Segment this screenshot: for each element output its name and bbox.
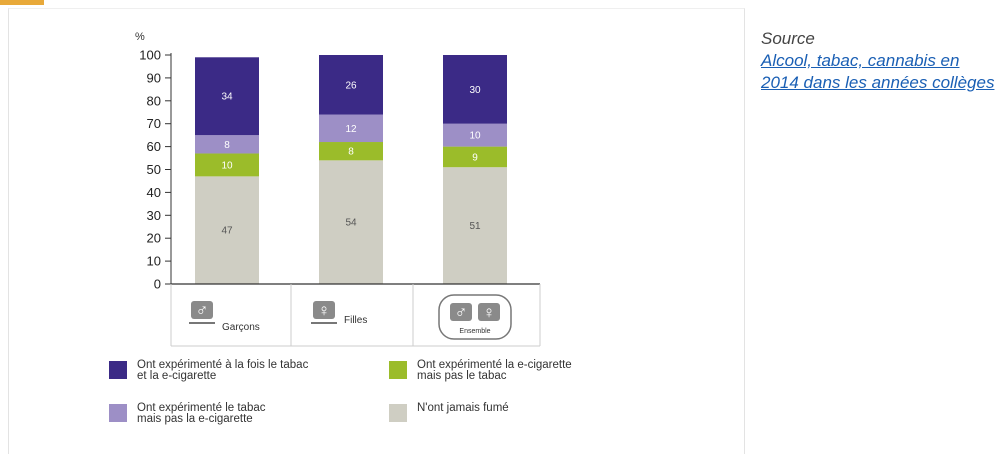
source-link[interactable]: Alcool, tabac, cannabis en 2014 dans les…	[761, 51, 995, 92]
data-label: 12	[345, 124, 357, 135]
male-symbol-icon: ♂	[196, 301, 209, 320]
data-label: 30	[469, 85, 481, 96]
legend-item-never-smoked: N'ont jamais fumé	[389, 402, 617, 422]
y-tick-label: 40	[147, 185, 161, 200]
symbol-box	[313, 301, 335, 319]
bar-segment	[443, 167, 507, 284]
bar-segment	[195, 135, 259, 154]
bar-segment	[195, 153, 259, 177]
bar-segment	[319, 142, 383, 161]
y-tick-label: 10	[147, 254, 161, 269]
ensemble-outline	[438, 294, 512, 340]
bar-segment	[319, 114, 383, 143]
bar-segment	[443, 146, 507, 168]
bar-segment	[319, 160, 383, 284]
y-axis: 0 10 20 30 40 50 60 70 80 90 100	[139, 48, 172, 292]
legend-swatch	[389, 404, 407, 422]
category-label: Ensemble	[459, 328, 490, 335]
female-symbol-icon: ♀	[483, 303, 496, 322]
legend-swatch	[109, 361, 127, 379]
source-title: Source	[761, 29, 815, 48]
category-garcons: ♂ Garçons	[189, 301, 260, 333]
category-label: Garçons	[222, 322, 260, 333]
y-tick-label: 50	[147, 162, 161, 177]
legend-label: N'ont jamais fumé	[417, 402, 509, 414]
data-label: 26	[345, 80, 357, 91]
data-label: 54	[345, 218, 357, 229]
data-label: 10	[221, 160, 233, 171]
stacked-bar-chart: % 0 10 20 30 40 50 60 70 80 90 100 47 10 8 34 54 8 12 26 5…	[135, 31, 541, 347]
legend-label: Ont expérimenté la e-cigarette mais pas l…	[417, 359, 572, 382]
legend-label: Ont expérimenté le tabac mais pas la e-ci…	[137, 402, 266, 425]
data-label: 51	[469, 221, 481, 232]
category-axis: ♂ Garçons ♀ Filles ♂ ♀ Ensemble	[170, 283, 541, 347]
source-panel: Source Alcool, tabac, cannabis en 2014 d…	[761, 28, 1006, 94]
y-tick-label: 80	[147, 93, 161, 108]
bar-segment	[443, 55, 507, 124]
symbol-box	[191, 301, 213, 319]
y-tick-label: 60	[147, 139, 161, 154]
legend-swatch	[109, 404, 127, 422]
legend-label: Ont expérimenté à la fois le tabac et la …	[137, 359, 309, 382]
y-unit-label: %	[135, 31, 145, 43]
top-accent-bar	[0, 0, 44, 5]
y-tick-label: 100	[139, 48, 161, 63]
top-accent-strip	[0, 0, 1006, 6]
legend-item-ecig-only: Ont expérimenté la e-cigarette mais pas l…	[389, 359, 617, 382]
bar-segment	[195, 176, 259, 284]
category-ensemble: ♂ ♀ Ensemble	[438, 294, 512, 340]
data-label: 8	[224, 140, 230, 151]
data-label: 34	[221, 92, 233, 103]
legend-item-tobacco-only: Ont expérimenté le tabac mais pas la e-ci…	[109, 402, 337, 425]
data-label: 10	[469, 131, 481, 142]
category-label: Filles	[344, 315, 367, 326]
bars: 47 10 8 34 54 8 12 26 51 9 10 30	[195, 55, 507, 284]
y-tick-label: 90	[147, 70, 161, 85]
female-symbol-icon: ♀	[318, 301, 331, 320]
y-tick-label: 70	[147, 116, 161, 131]
category-filles: ♀ Filles	[311, 301, 367, 326]
legend-swatch	[389, 361, 407, 379]
legend-item-both: Ont expérimenté à la fois le tabac et la …	[109, 359, 337, 382]
symbol-box	[450, 303, 472, 321]
bar-segment	[443, 123, 507, 147]
data-label: 8	[348, 147, 354, 158]
y-tick-label: 30	[147, 208, 161, 223]
data-label: 47	[221, 226, 233, 237]
y-tick-label: 0	[154, 277, 161, 292]
y-tick-label: 20	[147, 231, 161, 246]
bar-segment	[319, 55, 383, 115]
data-label: 9	[472, 152, 478, 163]
male-symbol-icon: ♂	[455, 303, 468, 322]
symbol-box	[478, 303, 500, 321]
bar-segment	[195, 57, 259, 136]
